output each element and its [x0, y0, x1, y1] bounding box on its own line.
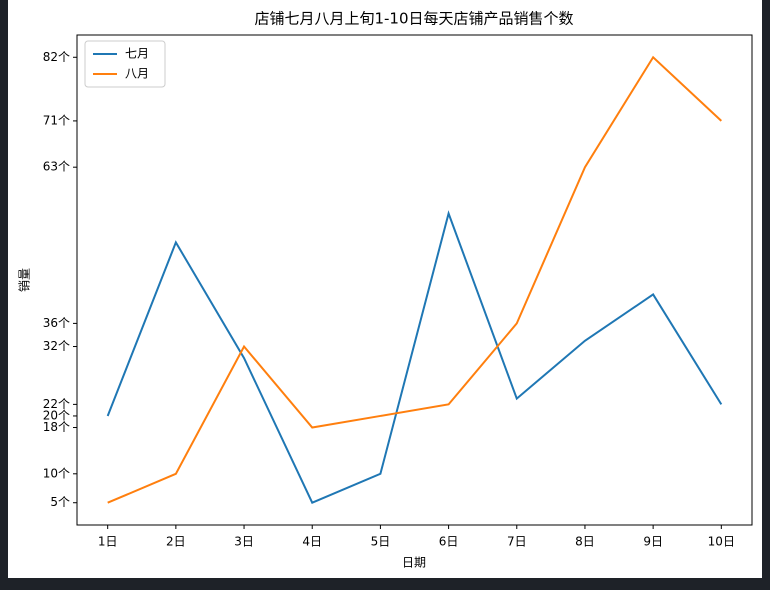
y-axis-label: 销量: [18, 268, 32, 292]
y-tick-label: 71个: [43, 113, 70, 127]
figure-background: [8, 0, 762, 578]
chart-title: 店铺七月八月上旬1-10日每天店铺产品销售个数: [254, 10, 573, 28]
x-tick-label: 10日: [708, 535, 735, 549]
y-tick-label: 36个: [43, 316, 70, 330]
series-line: [106, 210, 723, 505]
x-tick-label: 8日: [575, 535, 595, 549]
x-tick-label: 3日: [234, 535, 254, 549]
x-tick-label: 4日: [302, 535, 322, 549]
y-tick-label: 22个: [43, 397, 70, 411]
y-tick-label: 5个: [50, 495, 70, 509]
x-tick-label: 6日: [439, 535, 459, 549]
legend-box: [84, 40, 166, 88]
x-tick-label: 7日: [507, 535, 527, 549]
x-tick-label: 5日: [371, 535, 391, 549]
y-tick-label: 20个: [43, 408, 70, 422]
y-tick-label: 32个: [43, 339, 70, 353]
series-line: [107, 55, 723, 504]
x-axis-label: 日期: [402, 556, 426, 570]
x-tick-label: 9日: [643, 535, 663, 549]
y-tick-label: 18个: [43, 420, 70, 434]
y-tick-label: 10个: [43, 466, 70, 480]
legend-label: 八月: [125, 67, 149, 81]
y-tick-label: 63个: [43, 160, 70, 174]
legend-label: 七月: [125, 47, 149, 61]
x-tick-label: 2日: [166, 535, 186, 549]
y-tick-label: 82个: [43, 50, 70, 64]
x-tick-label: 1日: [98, 535, 118, 549]
plot-frame: [76, 34, 753, 526]
